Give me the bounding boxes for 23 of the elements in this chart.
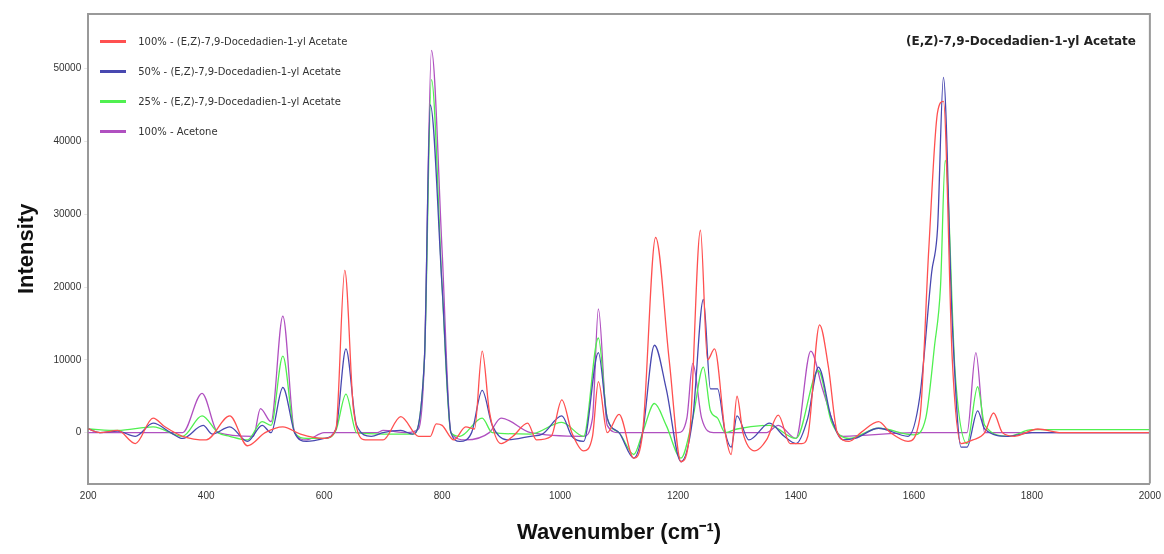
x-axis-title: Wavenumber (cm⁻¹): [516, 518, 722, 544]
x-tick-label: 2000: [1138, 490, 1162, 502]
x-tick-label: 1600: [902, 490, 926, 502]
x-tick-label: 800: [433, 490, 451, 502]
legend-label: 50% - (E,Z)-7,9-Docedadien-1-yl Acetate: [138, 65, 341, 77]
y-tick-label: 30000: [53, 207, 82, 219]
x-tick-label: 1400: [784, 490, 808, 502]
x-tick-label: 1200: [666, 490, 690, 502]
y-tick-label: 0: [75, 426, 82, 438]
y-tick-label: 10000: [53, 353, 82, 365]
y-tick-label: 50000: [53, 62, 82, 74]
x-tick-label: 1800: [1020, 490, 1044, 502]
x-tick-label: 200: [79, 490, 97, 502]
x-tick-label: 1000: [548, 490, 572, 502]
y-tick-label: 40000: [53, 135, 82, 147]
x-tick-label: 400: [197, 490, 215, 502]
x-tick-label: 600: [315, 490, 333, 502]
legend-label: 25% - (E,Z)-7,9-Docedadien-1-yl Acetate: [138, 95, 341, 107]
text: (E,Z)-7,9-Docedadien-1-yl Acetate: [906, 34, 1136, 48]
legend-label: 100% - (E,Z)-7,9-Docedadien-1-yl Acetate: [138, 35, 348, 47]
y-tick-label: 20000: [53, 280, 82, 292]
y-axis-title: Intensity: [13, 202, 39, 295]
legend-label: 100% - Acetone: [138, 125, 218, 137]
